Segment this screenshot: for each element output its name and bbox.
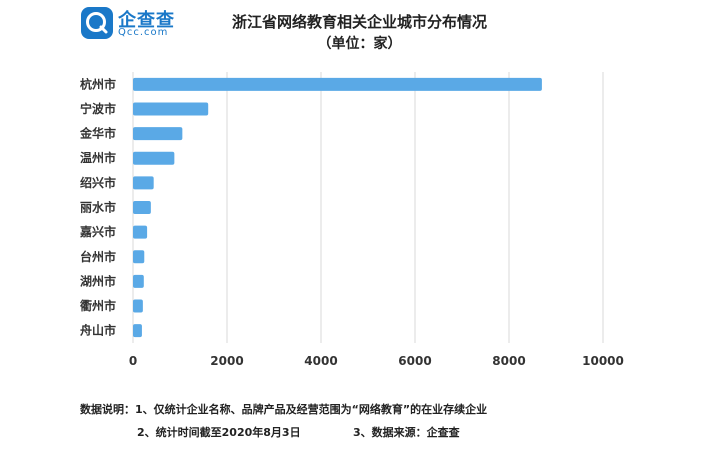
category-label: 舟山市 [80,323,116,338]
bar [133,201,151,214]
logo-name: 企查查 [118,10,175,31]
category-label: 温州市 [80,150,116,165]
category-label: 衢州市 [80,298,116,313]
category-label: 湖州市 [80,273,116,288]
category-label: 嘉兴市 [79,224,116,239]
bar [133,77,542,91]
bar [133,274,144,288]
logo-url: Qcc.com [118,27,169,38]
x-tick-label: 4000 [304,354,337,368]
x-tick-label: 0 [129,354,137,368]
chart-subtitle: （单位：家） [317,36,402,52]
x-tick-label: 10000 [582,354,624,368]
bar [133,127,183,141]
x-tick-label: 6000 [398,354,431,368]
bar [133,299,143,313]
category-label: 宁波市 [80,101,116,116]
category-label: 金华市 [79,126,116,141]
chart-title: 浙江省网络教育相关企业城市分布情况 [231,13,487,31]
data-note-line1: 数据说明：1、仅统计企业名称、品牌产品及经营范围为“网络教育”的在业存续企业 [80,403,488,416]
bar [133,250,145,264]
bar [133,324,142,338]
category-label: 台州市 [80,249,116,264]
qcc-logo-icon [81,7,113,39]
category-label: 绍兴市 [80,175,116,190]
category-label: 杭州市 [80,76,116,91]
x-tick-label: 8000 [492,354,525,368]
category-label: 丽水市 [80,200,116,215]
x-tick-label: 2000 [210,354,243,368]
bar [133,176,154,190]
bar-chart: 0 2000 4000 6000 8000 10000 杭州市宁波市金华市温州市绍兴市丽水市… [79,72,624,368]
data-note-line3: 3、数据来源：企查查 [353,426,460,439]
bar [133,151,175,165]
logo: 企查查 Qcc.com [80,6,220,42]
bar [133,102,209,116]
bar [133,225,148,239]
data-note-line2: 2、统计时间截至2020年8月3日 [137,426,301,439]
